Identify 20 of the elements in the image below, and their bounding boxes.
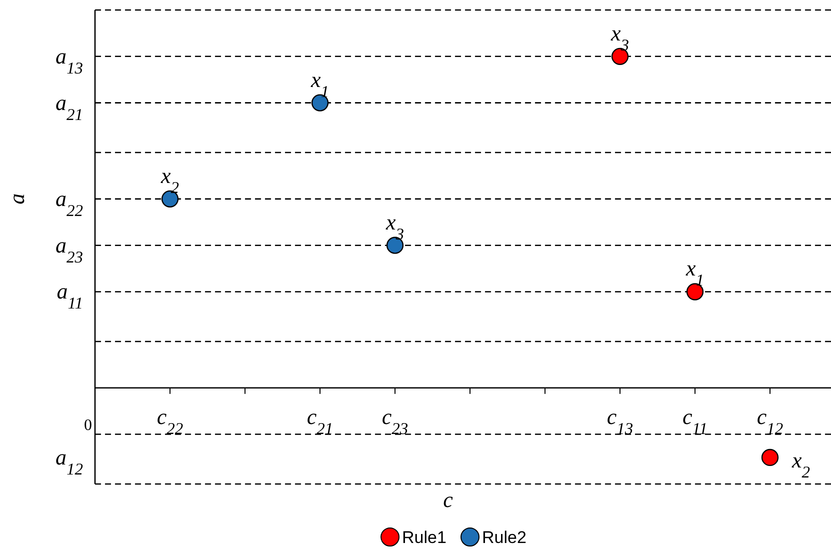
- annotation: x$_{3}$: [384, 209, 404, 243]
- annotation: x$_{3}$: [610, 20, 630, 54]
- y-axis-title: a: [4, 193, 29, 204]
- x-tick-label: c$_{21}$: [306, 404, 334, 438]
- legend-label: Rule1: [402, 528, 446, 547]
- x-tick-label: c$_{13}$: [606, 404, 634, 438]
- legend-label: Rule2: [482, 528, 526, 547]
- ref-line-label: a$_{11}$: [56, 278, 83, 312]
- ref-line-label: a$_{23}$: [56, 232, 83, 266]
- ref-line-label: a$_{22}$: [56, 186, 83, 220]
- x-axis-title: c: [443, 487, 454, 512]
- x-tick-label: c$_{11}$: [682, 404, 708, 438]
- ref-line-label: a$_{21}$: [56, 90, 83, 124]
- annotation: x$_{2}$: [791, 447, 810, 481]
- x-tick-label: c$_{22}$: [156, 404, 184, 438]
- text: a$_{12}$: [56, 444, 83, 478]
- x-tick-label: c$_{23}$: [382, 404, 408, 438]
- ref-line-label: a$_{13}$: [56, 43, 83, 77]
- x-tick-label: 0: [84, 416, 92, 434]
- x-tick-label: c$_{12}$: [756, 404, 784, 438]
